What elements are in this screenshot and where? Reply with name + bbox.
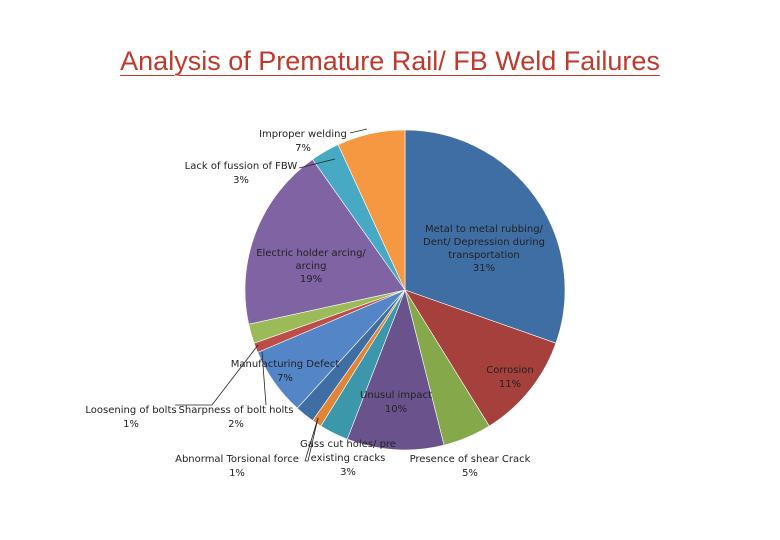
leader-lines [175,128,368,462]
pie-slice [404,289,557,427]
page-title: Analysis of Premature Rail/ FB Weld Fail… [120,46,660,76]
slice-label: Unusul impact 10% [360,390,432,415]
pie-slice [346,289,445,451]
slice-label: Metal to metal rubbing/Dent/ Depression … [423,224,545,274]
leader-line [298,158,336,169]
leader-line [304,417,319,462]
slice-label: Electric holder arcing/arcing 19% [256,248,366,285]
slice-label: Lack of fussion of FBW 3% [185,161,298,186]
leader-line [175,344,259,406]
slice-label: Manufacturing Defect 7% [231,359,340,384]
pie-slice [337,129,406,291]
leader-line [261,351,267,406]
pie-slice [404,129,566,344]
slice-label: Presence of shear Crack 5% [410,454,531,479]
slice-label: Abnormal Torsional force 1% [175,454,299,479]
pie-slice [244,158,406,325]
slice-label: Corrosion 11% [486,365,534,390]
pie-slices [244,129,566,451]
leader-line [349,128,368,134]
slice-label: Sharpness of bolt holts 2% [179,405,294,430]
leader-line [305,417,319,462]
slice-labels: Metal to metal rubbing/Dent/ Depression … [85,129,545,479]
slice-label: Gass cut holes/ pre existing cracks 3% [300,439,396,478]
slice-label: Loosening of bolts 1% [85,405,176,430]
slice-label: Improper welding 7% [259,129,347,154]
